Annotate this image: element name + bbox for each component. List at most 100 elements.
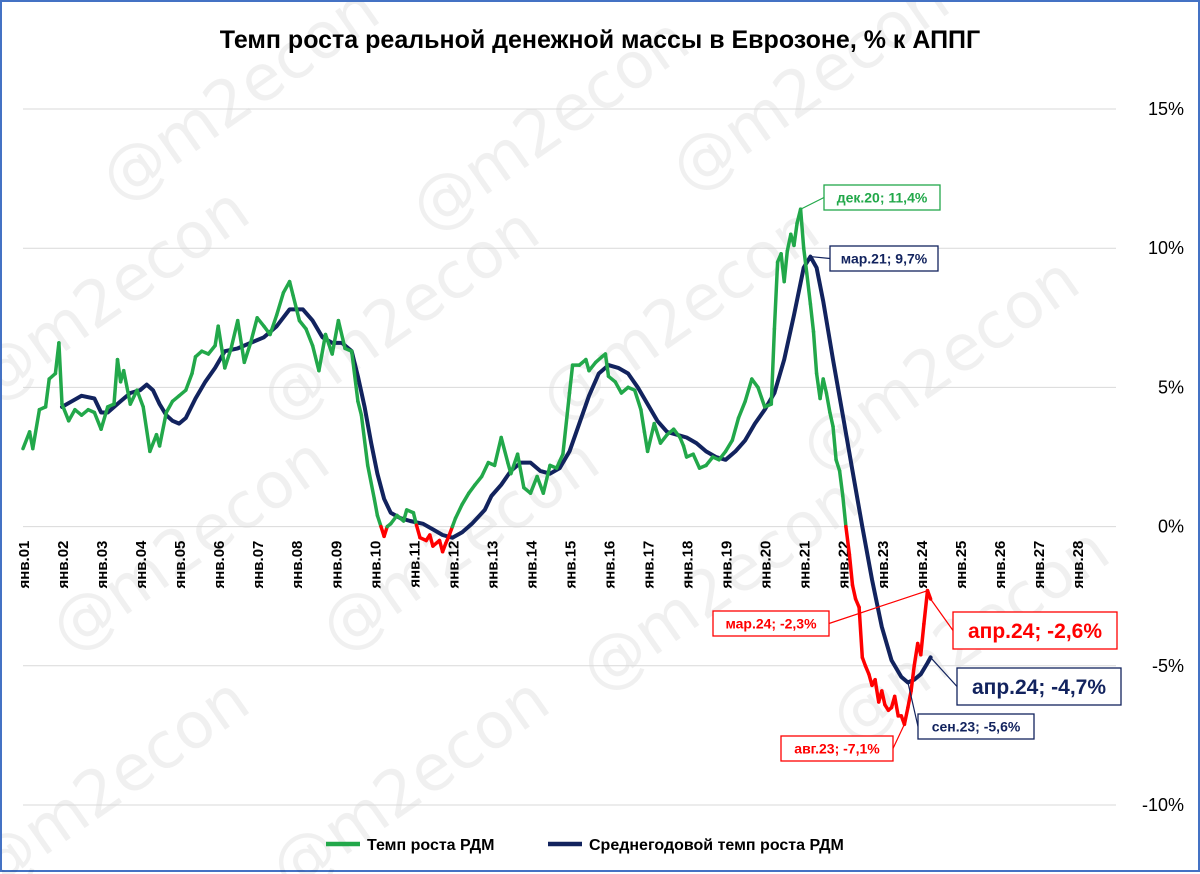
- annotation-label: мар.24; -2,3%: [725, 616, 817, 632]
- watermark-text: @m2econ: [527, 192, 833, 437]
- series-segment-rdm: [148, 432, 159, 454]
- series-segment-rdm: [808, 302, 816, 334]
- annotation-leader: [892, 724, 905, 749]
- series-segment-rdm: [847, 552, 855, 587]
- annotation-box: [712, 610, 830, 637]
- y-tick-label: -10%: [1142, 795, 1184, 815]
- series-segment-rdm: [453, 502, 464, 520]
- series-segment-rdm: [184, 371, 194, 392]
- series-segment-rdm: [336, 318, 347, 351]
- x-tick-label: янв.26: [992, 541, 1009, 589]
- x-tick-label: янв.14: [523, 540, 540, 589]
- series-segment-rdm: [652, 421, 663, 445]
- x-tick-label: янв.02: [55, 541, 72, 589]
- series-segment-rdm: [492, 435, 503, 468]
- x-tick-label: янв.07: [250, 541, 267, 589]
- legend-label-rdm: Темп роста РДМ: [367, 837, 494, 854]
- series-layer: [21, 207, 933, 727]
- series-segment-rdm: [164, 399, 175, 415]
- series-segment-rdm: [681, 444, 689, 459]
- series-segment-rdm: [821, 377, 829, 395]
- series-segment-rdm: [704, 455, 715, 468]
- series-segment-rdm: [567, 363, 575, 395]
- series-segment-rdm: [723, 438, 735, 454]
- x-axis-ticks: янв.01 янв.02 янв.03 янв.04 янв.05 янв.06 янв.…: [16, 540, 1087, 589]
- series-segment-rdm: [645, 421, 656, 454]
- chart-title: Темп роста реальной денежной массы в Евр…: [220, 26, 980, 54]
- x-tick-label: янв.03: [94, 541, 111, 589]
- annotation-leader: [810, 255, 831, 260]
- annotation-label: мар.21; 9,7%: [841, 251, 928, 267]
- x-tick-label: янв.15: [563, 541, 580, 589]
- series-segment-rdm: [691, 452, 702, 470]
- series-segment-rdm: [414, 523, 422, 540]
- series-segment-rdm: [811, 329, 819, 376]
- series-segment-rdm: [769, 327, 777, 406]
- series-segment-rdm: [805, 271, 813, 306]
- series-segment-rdm: [190, 355, 198, 376]
- series-segment-rdm: [473, 474, 484, 487]
- annotation-label: апр.24; -2,6%: [968, 620, 1102, 643]
- series-segment-rdm: [359, 413, 370, 468]
- series-segment-rdm: [922, 588, 930, 626]
- series-segment-rdm: [837, 469, 845, 498]
- series-segment-rdm: [66, 407, 77, 423]
- x-tick-label: янв.17: [641, 541, 658, 589]
- series-segment-rdm: [880, 689, 887, 707]
- series-segment-rdm: [92, 410, 103, 431]
- x-tick-label: янв.11: [406, 541, 423, 588]
- series-segment-rdm: [330, 318, 341, 356]
- y-tick-label: -5%: [1152, 656, 1184, 676]
- x-tick-label: янв.23: [875, 541, 892, 589]
- series-segment-rdm: [717, 449, 728, 462]
- series-segment-rdm: [587, 360, 598, 373]
- annotation-box: [829, 245, 939, 272]
- series-segment-rdm: [43, 377, 51, 409]
- series-segment-rdm: [756, 385, 767, 409]
- x-tick-label: янв.09: [328, 541, 345, 589]
- series-segment-rdm: [892, 694, 900, 718]
- y-tick-label: 5%: [1158, 377, 1184, 397]
- y-tick-label: 15%: [1148, 99, 1184, 119]
- x-tick-label: янв.16: [602, 541, 619, 589]
- series-segment-rdm: [223, 346, 233, 370]
- series-segment-rdm: [828, 410, 835, 429]
- series-segment-rdm: [844, 524, 852, 557]
- series-segment-rdm: [850, 583, 858, 601]
- series-segment-rdm: [460, 491, 471, 507]
- y-tick-label: 0%: [1158, 517, 1184, 537]
- series-segment-rdm: [919, 622, 926, 657]
- series-segment-rdm: [235, 318, 247, 365]
- series-segment-rdm: [349, 349, 360, 404]
- series-segment-rdm: [297, 318, 308, 331]
- series-segment-rdm: [135, 388, 145, 409]
- series-segment-rdm: [782, 249, 790, 284]
- series-segment-rdm: [639, 407, 647, 434]
- annotation-label: сен.23; -5,6%: [932, 719, 1021, 735]
- series-segment-rdm: [561, 391, 572, 456]
- series-segment-rdm: [554, 452, 565, 470]
- annotation-leader: [800, 196, 825, 210]
- series-segment-rdm: [141, 405, 152, 454]
- series-segment-rdm: [909, 664, 916, 693]
- x-tick-label: янв.01: [16, 541, 33, 589]
- x-tick-label: янв.04: [133, 540, 150, 589]
- series-segment-rdm: [255, 316, 266, 328]
- annotation-box: [823, 184, 941, 211]
- watermark-layer: @m2econ @m2econ@m2econ@m2econ@m2econ@m2ec…: [2, 2, 1123, 874]
- annotation-leader: [828, 590, 928, 625]
- x-tick-label: янв.28: [1070, 541, 1087, 589]
- series-segment-rdm: [274, 290, 286, 317]
- annotation-box: [917, 713, 1035, 740]
- x-tick-label: янв.10: [367, 541, 384, 589]
- series-segment-rdm: [128, 388, 139, 406]
- series-segment-rdm: [730, 416, 741, 443]
- series-segment-rdm: [401, 508, 409, 523]
- x-tick-label: янв.20: [758, 541, 775, 589]
- annotation-leader: [907, 682, 919, 727]
- x-tick-label: янв.08: [289, 541, 306, 589]
- annotation-label: дек.20; 11,4%: [837, 190, 928, 206]
- series-segment-rdm: [925, 588, 933, 601]
